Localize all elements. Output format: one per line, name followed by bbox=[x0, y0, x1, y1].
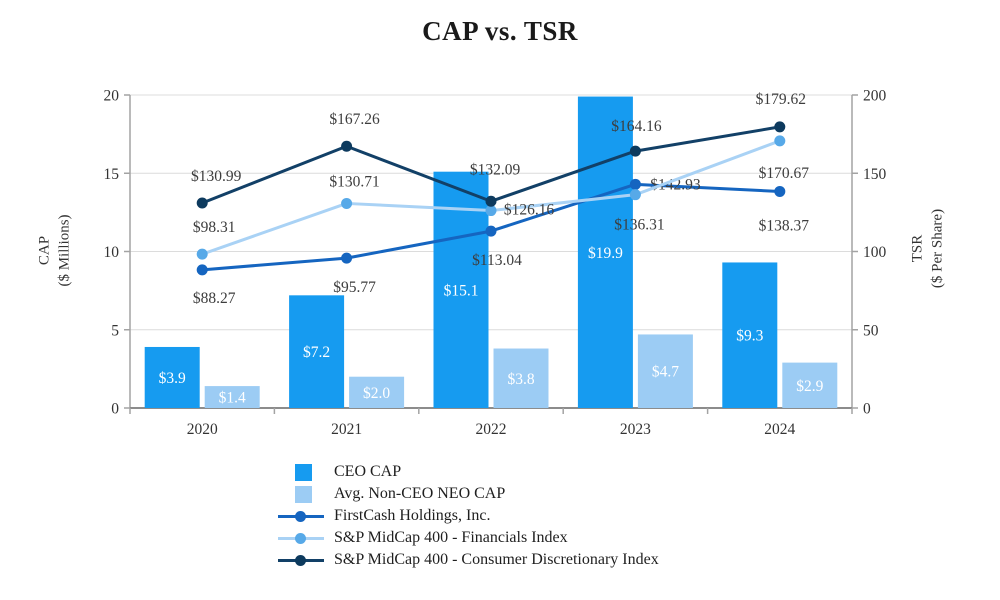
x-axis-category-label: 2022 bbox=[476, 421, 507, 438]
legend-swatch-firstcash-line bbox=[278, 508, 324, 525]
legend-item-financials-index: S&P MidCap 400 - Financials Index bbox=[278, 528, 659, 548]
marker-series-1-2023 bbox=[629, 189, 641, 201]
bar-value-label: $19.9 bbox=[588, 245, 623, 262]
bar-value-label: $1.4 bbox=[219, 390, 246, 407]
legend: CEO CAP Avg. Non-CEO NEO CAP FirstCash H… bbox=[278, 462, 659, 570]
marker-series-2-2022 bbox=[485, 195, 497, 207]
legend-item-ceo-cap: CEO CAP bbox=[278, 462, 659, 482]
legend-label-firstcash: FirstCash Holdings, Inc. bbox=[334, 507, 491, 524]
bar-ceo-cap-2020 bbox=[144, 346, 200, 408]
marker-series-1-2020 bbox=[196, 248, 208, 260]
bar-neo-cap-2021 bbox=[349, 376, 405, 408]
marker-series-0-2020 bbox=[196, 264, 208, 276]
point-value-label: $113.04 bbox=[472, 252, 522, 269]
bar-ceo-cap-2023 bbox=[577, 96, 633, 408]
legend-label-ceo-cap: CEO CAP bbox=[334, 463, 402, 480]
marker-series-0-2024 bbox=[774, 185, 786, 197]
bar-value-label: $7.2 bbox=[303, 344, 330, 361]
right-axis-tick-label: 0 bbox=[863, 401, 871, 418]
bar-ceo-cap-2024 bbox=[722, 262, 778, 408]
marker-series-2-2023 bbox=[629, 145, 641, 157]
firstcash-marker-icon bbox=[295, 510, 306, 522]
x-axis-category-label: 2020 bbox=[187, 421, 218, 438]
left-axis-tick-label: 10 bbox=[104, 244, 120, 261]
legend-swatch-consumer-line bbox=[278, 552, 324, 569]
point-value-label: $126.16 bbox=[504, 202, 555, 219]
legend-item-neo-cap: Avg. Non-CEO NEO CAP bbox=[278, 484, 659, 504]
financials-marker-icon bbox=[295, 532, 306, 544]
left-axis-tick-label: 5 bbox=[111, 322, 119, 339]
bar-neo-cap-2023 bbox=[637, 334, 693, 408]
point-value-label: $164.16 bbox=[611, 118, 662, 135]
point-value-label: $98.31 bbox=[193, 219, 236, 236]
bar-value-label: $4.7 bbox=[652, 364, 679, 381]
bar-value-label: $3.9 bbox=[159, 370, 186, 387]
left-axis-tick-label: 0 bbox=[111, 401, 119, 418]
chart-title: CAP vs. TSR bbox=[422, 16, 578, 46]
marker-series-2-2020 bbox=[196, 197, 208, 209]
marker-series-0-2023 bbox=[629, 178, 641, 190]
right-axis-tick-label: 100 bbox=[863, 244, 887, 261]
right-axis-tick-label: 200 bbox=[863, 88, 887, 105]
bar-neo-cap-2020 bbox=[204, 386, 260, 408]
marker-series-1-2022 bbox=[485, 205, 497, 217]
point-value-label: $136.31 bbox=[614, 217, 664, 234]
bar-value-label: $2.0 bbox=[363, 385, 390, 402]
left-axis-tick-label: 15 bbox=[104, 166, 120, 183]
marker-series-1-2024 bbox=[774, 135, 786, 147]
bar-value-label: $15.1 bbox=[444, 282, 479, 299]
point-value-label: $179.62 bbox=[756, 91, 806, 108]
right-axis-tick-label: 150 bbox=[863, 166, 887, 183]
bar-ceo-cap-2021 bbox=[289, 295, 345, 408]
legend-item-firstcash: FirstCash Holdings, Inc. bbox=[278, 506, 659, 526]
legend-swatch-neo-cap bbox=[295, 485, 312, 503]
legend-item-consumer-discretionary-index: S&P MidCap 400 - Consumer Discretionary … bbox=[278, 550, 659, 570]
marker-series-2-2021 bbox=[341, 140, 353, 152]
legend-swatch-ceo-cap bbox=[295, 463, 312, 481]
point-value-label: $138.37 bbox=[759, 217, 810, 234]
legend-label-financials-index: S&P MidCap 400 - Financials Index bbox=[334, 529, 568, 546]
bar-value-label: $9.3 bbox=[736, 328, 763, 345]
point-value-label: $130.71 bbox=[329, 173, 379, 190]
bar-neo-cap-2022 bbox=[493, 348, 549, 408]
point-value-label: $167.26 bbox=[329, 111, 380, 128]
x-axis-category-label: 2023 bbox=[620, 421, 651, 438]
legend-swatch-financials-line bbox=[278, 530, 324, 547]
bar-value-label: $2.9 bbox=[796, 378, 823, 395]
point-value-label: $88.27 bbox=[193, 290, 236, 307]
x-axis-category-label: 2021 bbox=[331, 421, 362, 438]
bar-neo-cap-2024 bbox=[782, 362, 838, 408]
left-axis-tick-label: 20 bbox=[104, 88, 120, 105]
point-value-label: $130.99 bbox=[191, 168, 242, 185]
point-value-label: $142.93 bbox=[650, 176, 701, 193]
point-value-label: $95.77 bbox=[333, 279, 376, 296]
marker-series-1-2021 bbox=[341, 197, 353, 209]
x-axis-category-label: 2024 bbox=[764, 421, 795, 438]
marker-series-0-2022 bbox=[485, 225, 497, 237]
legend-label-consumer-discretionary-index: S&P MidCap 400 - Consumer Discretionary … bbox=[334, 551, 659, 568]
bar-value-label: $3.8 bbox=[507, 371, 534, 388]
marker-series-0-2021 bbox=[341, 252, 353, 264]
right-axis-tick-label: 50 bbox=[863, 322, 879, 339]
marker-series-2-2024 bbox=[774, 121, 786, 133]
point-value-label: $132.09 bbox=[470, 161, 521, 178]
legend-label-neo-cap: Avg. Non-CEO NEO CAP bbox=[334, 485, 506, 502]
point-value-label: $170.67 bbox=[759, 165, 810, 182]
consumer-marker-icon bbox=[295, 554, 306, 566]
